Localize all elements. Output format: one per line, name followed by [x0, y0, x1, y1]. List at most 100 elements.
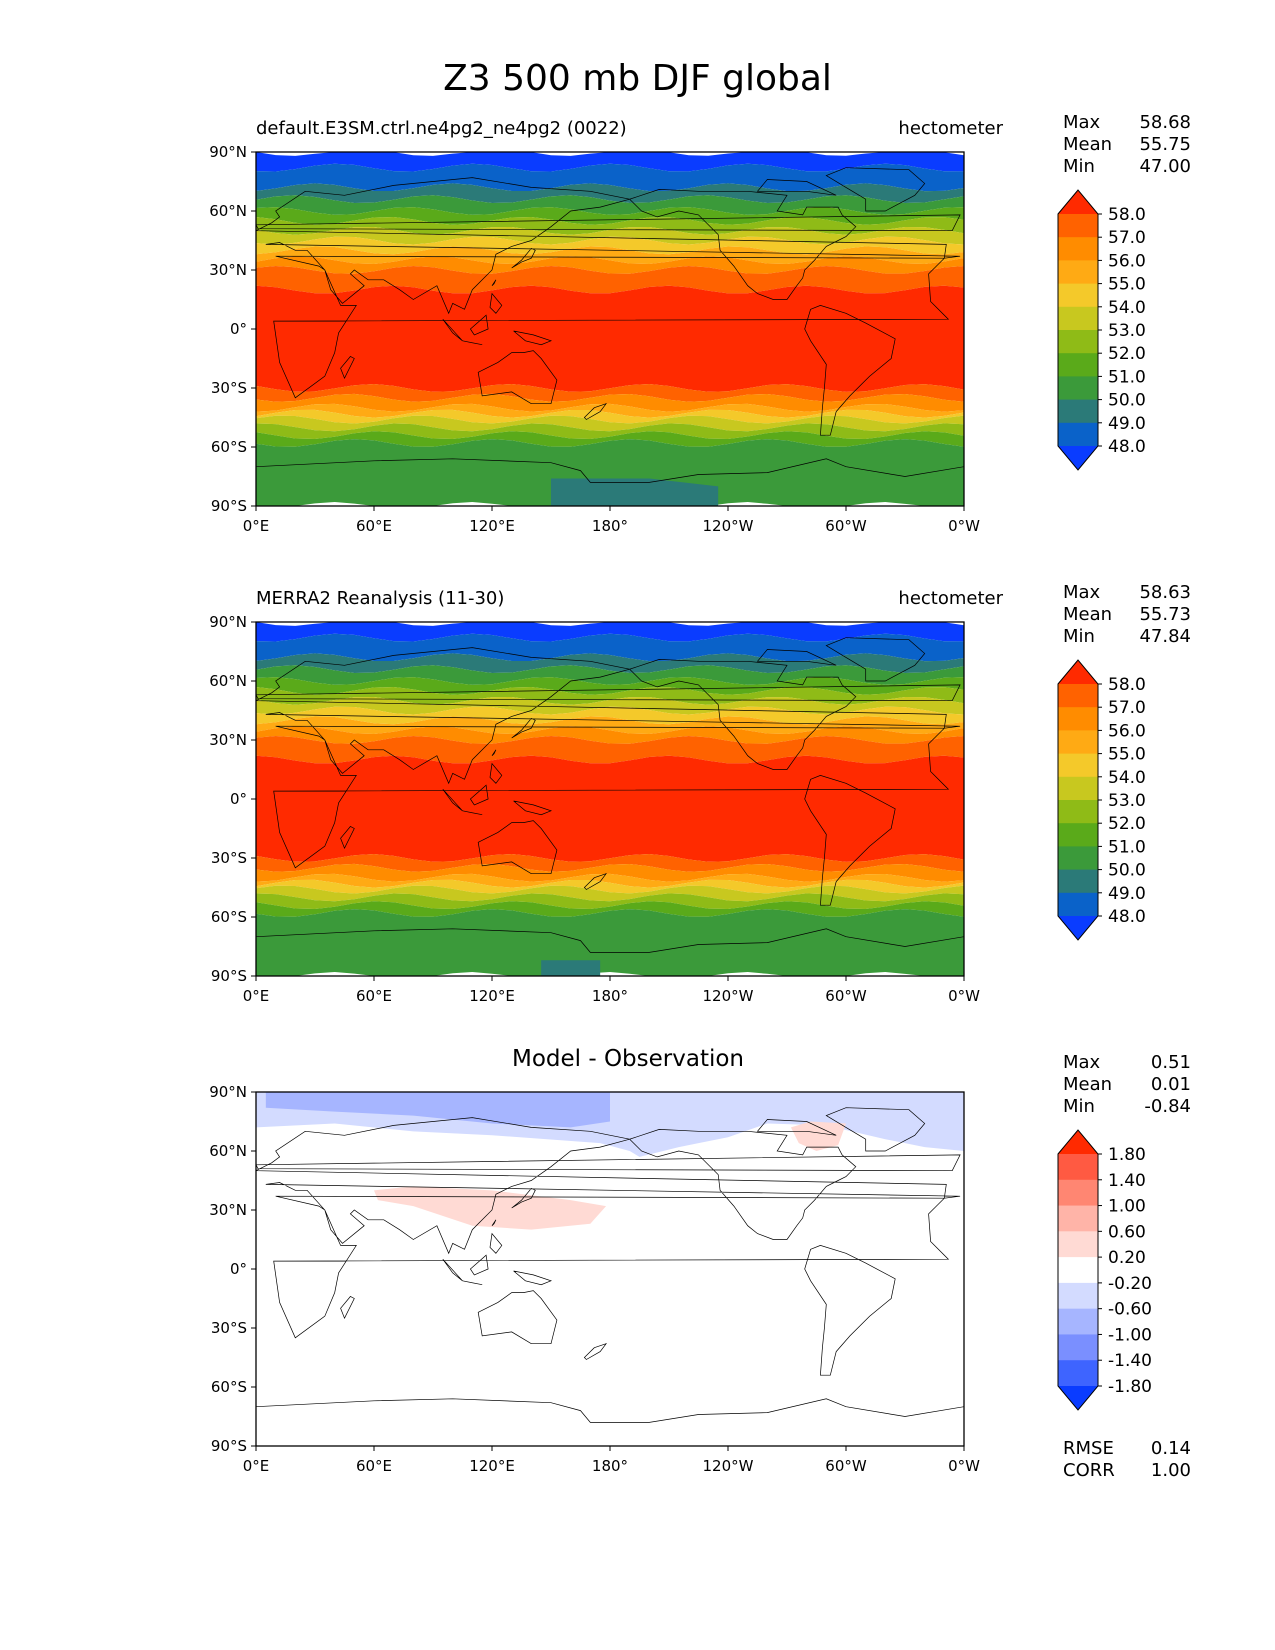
colorbar-label: 54.0: [1108, 768, 1146, 788]
y-tick-label: 30°N: [209, 1201, 247, 1219]
x-tick-label: 0°E: [243, 987, 270, 1005]
contour-band: [256, 726, 964, 744]
stats-box: Max 58.63 Mean 55.73 Min 47.84: [1063, 582, 1191, 648]
coastline: [256, 637, 964, 976]
y-tick-label: 30°S: [211, 849, 247, 867]
x-tick-label: 60°W: [825, 1457, 867, 1475]
colorbar-label: 55.0: [1108, 275, 1146, 295]
contour-band: [256, 697, 964, 715]
colorbar-label: 54.0: [1108, 298, 1146, 318]
colorbar-segment: [1058, 684, 1098, 708]
colorbar-segment: [1058, 1334, 1098, 1361]
stat-max: 58.63: [1139, 582, 1191, 603]
colorbar-segment: [1058, 1179, 1098, 1207]
colorbar-label: 57.0: [1108, 698, 1146, 718]
contour-band: [790, 1121, 846, 1151]
colorbar-segment: [1058, 1231, 1098, 1258]
panel-diff: Model - Observation 0°E 60°E 120°E 180° 120°…: [0, 1046, 1275, 1528]
contour-band: [256, 415, 964, 432]
contour-patches: [256, 1092, 964, 1230]
colorbar-label: 58.0: [1108, 205, 1146, 225]
rmse-corr-box: RMSE 0.14 CORR 1.00: [1063, 1438, 1191, 1482]
contour-band: [256, 885, 964, 902]
stat-max-label: Max: [1063, 1052, 1101, 1073]
contour-band: [256, 384, 964, 402]
rmse-value: 0.14: [1150, 1438, 1191, 1459]
stats-box: Max 58.68 Mean 55.75 Min 47.00: [1063, 112, 1191, 178]
colorbar-label: 49.0: [1108, 884, 1146, 904]
colorbar-label: -1.80: [1108, 1377, 1152, 1397]
colorbar-segment: [1058, 330, 1098, 354]
contour-band: [256, 183, 964, 203]
colorbar-extend-top: [1058, 190, 1098, 214]
colorbar-label: 1.80: [1108, 1145, 1146, 1165]
colorbar-diff: 1.80 1.40 1.00 0.60 0.20 -0.20 -0.60 -1.00 -1.40…: [1057, 1129, 1152, 1411]
contour-band: [256, 207, 964, 225]
stat-mean: 0.01: [1150, 1074, 1191, 1095]
contour-band: [256, 716, 964, 734]
y-tick-label: 60°S: [211, 1378, 247, 1396]
x-tick-label: 180°: [592, 987, 628, 1005]
x-tick-label: 0°W: [948, 517, 980, 535]
contour-band: [256, 893, 964, 909]
x-tick-label: 120°W: [703, 517, 754, 535]
contour-band: [256, 687, 964, 705]
contour-band: [256, 285, 964, 392]
colorbar-label: 58.0: [1108, 675, 1146, 695]
colorbar-segment: [1058, 800, 1098, 824]
contour-band: [256, 755, 964, 862]
contour-fill: [256, 152, 964, 506]
colorbar-segment: [1058, 730, 1098, 755]
x-tick-label: 0°W: [948, 987, 980, 1005]
panel-title-center: Model - Observation: [511, 1046, 745, 1072]
y-tick-label: 90°S: [211, 967, 247, 985]
colorbar-segment: [1058, 376, 1098, 401]
x-tick-label: 60°W: [825, 987, 867, 1005]
contour-band: [265, 1092, 610, 1128]
stat-min-label: Min: [1063, 626, 1095, 647]
colorbar-label: 48.0: [1108, 437, 1146, 457]
contour-band: [256, 195, 964, 215]
panel-title-left: MERRA2 Reanalysis (11-30): [256, 588, 505, 609]
colorbar-label: 56.0: [1108, 721, 1146, 741]
contour-band: [256, 266, 964, 294]
x-tick-label: 0°E: [243, 517, 270, 535]
stat-mean-label: Mean: [1063, 134, 1113, 155]
figure-title: Z3 500 mb DJF global: [443, 58, 832, 99]
x-tick-label: 120°W: [703, 1457, 754, 1475]
colorbar-segment: [1058, 260, 1098, 285]
colorbar-extend-top: [1058, 660, 1098, 684]
colorbar-label: 1.00: [1108, 1197, 1146, 1217]
colorbar-obs: 58.0 57.0 56.0 55.0 54.0 53.0 52.0 51.0 50.0 49.0…: [1057, 659, 1146, 941]
x-tick-label: 120°E: [469, 517, 515, 535]
contour-band: [256, 736, 964, 764]
contour-band: [256, 863, 964, 882]
colorbar-label: -1.00: [1108, 1325, 1152, 1345]
colorbar-segment: [1058, 776, 1098, 801]
contour-band: [256, 163, 964, 192]
colorbar-label: -0.60: [1108, 1300, 1152, 1320]
colorbar-label: 53.0: [1108, 791, 1146, 811]
y-tick-label: 60°S: [211, 908, 247, 926]
stat-mean: 55.73: [1139, 604, 1191, 625]
colorbar-label: 52.0: [1108, 344, 1146, 364]
x-tick-label: 120°E: [469, 987, 515, 1005]
map-diff: 0°E 60°E 120°E 180° 120°W 60°W 0°W 90°N 60°N 30°N…: [209, 1083, 980, 1475]
contour-patch: [551, 478, 719, 506]
y-tick-label: 90°S: [211, 1437, 247, 1455]
contour-band: [256, 665, 964, 685]
contour-band: [256, 246, 964, 264]
colorbar-label: 0.20: [1108, 1248, 1146, 1268]
corr-label: CORR: [1063, 1460, 1115, 1481]
contour-band: [256, 256, 964, 274]
contour-band: [256, 217, 964, 235]
colorbar-segment: [1058, 422, 1098, 447]
stat-min-label: Min: [1063, 1096, 1095, 1117]
colorbar-label: 50.0: [1108, 391, 1146, 411]
stat-max-label: Max: [1063, 112, 1101, 133]
stat-mean-label: Mean: [1063, 1074, 1113, 1095]
colorbar-extend-bottom: [1058, 916, 1098, 940]
contour-band: [256, 423, 964, 439]
coastline: [256, 167, 964, 506]
contour-band: [256, 393, 964, 412]
